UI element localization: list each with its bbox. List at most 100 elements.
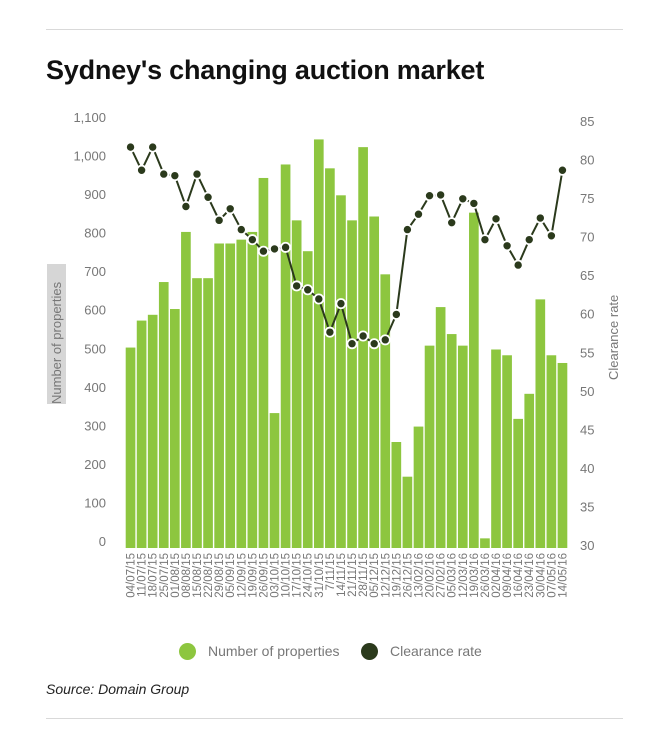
x-tick-label: 14/11/15 — [336, 553, 348, 597]
x-tick-label: 05/03/16 — [447, 553, 459, 598]
x-axis: 04/07/15 11/07/15 18/07/15 25/07/15 01/08/15… — [126, 553, 570, 598]
x-tick-label: 07/05/16 — [546, 553, 558, 598]
bar — [457, 345, 468, 548]
y-axis-left-title-group: Number of properties — [47, 264, 66, 404]
y-right-tick-label: 55 — [580, 345, 594, 360]
line-point — [457, 193, 469, 205]
line-point — [523, 234, 535, 246]
y-left-tick-label: 100 — [84, 495, 106, 510]
x-tick-label: 19/09/15 — [247, 553, 259, 598]
line-point — [191, 168, 203, 180]
line-point — [490, 213, 502, 225]
bar — [424, 345, 435, 548]
bar — [158, 282, 169, 548]
line-point — [125, 141, 137, 153]
bar — [147, 314, 158, 548]
legend-item-clearance: Clearance rate — [361, 641, 482, 661]
legend-label-properties: Number of properties — [208, 643, 340, 659]
line-point — [291, 280, 303, 292]
y-left-tick-label: 1,000 — [73, 149, 106, 164]
bar — [480, 538, 490, 548]
y-axis-left-title: Number of properties — [49, 281, 64, 404]
line-point — [357, 330, 369, 342]
y-axis-right: 30 35 40 45 50 55 60 65 70 75 80 85 — [580, 114, 594, 553]
top-divider — [46, 29, 623, 30]
clearance-rate-line — [129, 144, 564, 346]
bar — [446, 334, 457, 548]
legend-swatch-clearance — [361, 642, 378, 660]
bar — [181, 231, 191, 548]
x-tick-label: 26/03/16 — [480, 553, 492, 598]
y-right-tick-label: 70 — [580, 230, 594, 245]
x-tick-label: 31/10/15 — [314, 553, 326, 598]
line-point — [213, 214, 225, 226]
x-tick-label: 01/08/15 — [170, 553, 182, 598]
line-point — [346, 338, 358, 350]
bar — [513, 418, 523, 548]
bar — [358, 147, 368, 548]
y-left-tick-label: 800 — [84, 226, 106, 241]
line-point — [202, 191, 214, 203]
x-tick-label: 12/09/15 — [236, 553, 248, 598]
y-right-tick-label: 75 — [580, 191, 594, 206]
bar — [491, 349, 501, 548]
bar — [302, 251, 313, 548]
line-point — [512, 259, 524, 271]
line-point — [435, 189, 447, 201]
x-tick-label: 11/07/15 — [137, 553, 149, 597]
bar — [336, 195, 346, 548]
x-tick-label: 16/04/16 — [513, 553, 525, 598]
bar — [280, 164, 291, 548]
line-point — [302, 284, 314, 296]
legend-label-clearance: Clearance rate — [390, 643, 482, 659]
line-point — [368, 338, 380, 350]
bar — [557, 362, 568, 548]
bar — [469, 212, 479, 548]
bar — [192, 278, 202, 548]
bottom-divider — [46, 718, 623, 719]
x-tick-label: 23/04/16 — [524, 553, 536, 598]
y-axis-right-title: Clearance rate — [606, 295, 621, 380]
line-point — [257, 245, 269, 257]
x-tick-label: 12/12/15 — [380, 553, 392, 598]
line-point — [313, 293, 325, 305]
bar — [380, 274, 391, 548]
x-tick-label: 17/10/15 — [292, 553, 304, 598]
bar — [247, 231, 258, 548]
x-tick-label: 7/11/15 — [325, 553, 337, 591]
line-point — [246, 234, 258, 246]
line-point — [401, 224, 413, 236]
legend-item-properties: Number of properties — [179, 641, 340, 661]
line-point — [180, 200, 192, 212]
bar-series — [125, 139, 568, 549]
x-tick-label: 08/08/15 — [181, 553, 193, 598]
bar — [214, 243, 224, 549]
bar — [258, 177, 269, 548]
y-left-tick-label: 900 — [84, 187, 106, 202]
line-point — [545, 230, 557, 242]
y-left-tick-label: 600 — [84, 303, 106, 318]
bar — [413, 426, 424, 548]
combo-chart: 0 100 200 300 400 500 600 700 800 900 1,000 1,100 3… — [47, 110, 621, 598]
y-axis-left: 0 100 200 300 400 500 600 700 800 900 1,000 1,100 — [73, 110, 106, 549]
bar — [125, 347, 136, 548]
line-point — [424, 190, 436, 202]
bar — [225, 243, 236, 549]
line-point — [136, 164, 148, 176]
bar — [203, 278, 213, 548]
x-tick-label: 26/12/15 — [402, 553, 414, 598]
line-point — [479, 234, 491, 246]
bar — [546, 355, 557, 548]
line-point — [446, 217, 458, 229]
line-series — [125, 141, 568, 350]
x-tick-label: 25/07/15 — [159, 553, 171, 598]
line-point — [335, 298, 347, 310]
line-point — [224, 203, 236, 215]
y-left-tick-label: 300 — [84, 418, 106, 433]
bar — [325, 168, 335, 548]
y-right-tick-label: 80 — [580, 153, 594, 168]
y-left-tick-label: 700 — [84, 264, 106, 279]
x-tick-label: 02/04/16 — [491, 553, 503, 598]
chart-title: Sydney's changing auction market — [46, 55, 485, 85]
line-point — [468, 197, 480, 209]
